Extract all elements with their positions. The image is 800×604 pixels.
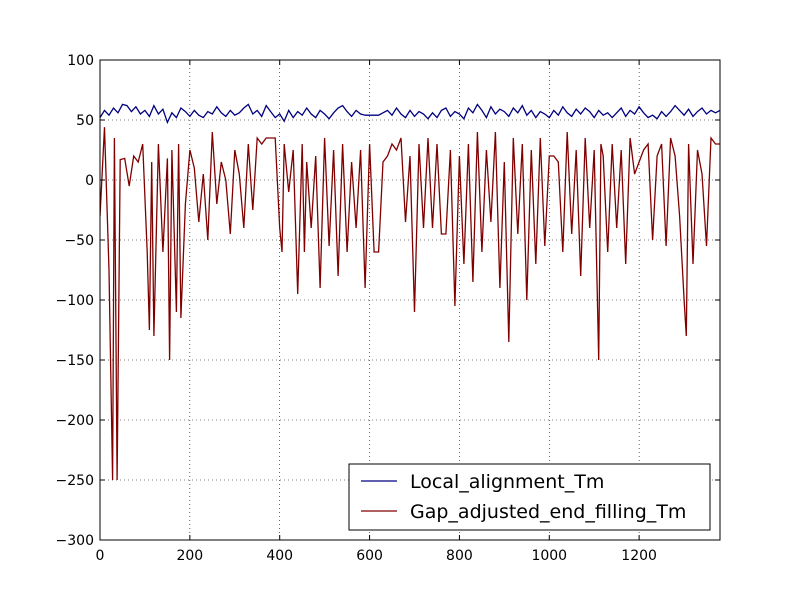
x-tick-label: 800 [446, 548, 473, 564]
y-tick-label: 0 [85, 173, 94, 189]
x-tick-label: 1200 [621, 548, 657, 564]
y-tick-label: −200 [56, 413, 94, 429]
y-tick-label: 50 [76, 113, 94, 129]
series-line-1 [100, 103, 720, 125]
x-tick-label: 400 [266, 548, 293, 564]
legend-box [348, 463, 711, 531]
y-tick-label: −300 [56, 533, 94, 549]
y-tick-label: −50 [64, 233, 94, 249]
x-tick-label: 200 [176, 548, 203, 564]
y-tick-label: −100 [56, 293, 94, 309]
y-tick-label: −250 [56, 473, 94, 489]
y-tick-label: −150 [56, 353, 94, 369]
axis-ticks: 0 200 400 600 800 1000 1200 100 50 0 −50 −100 −150 −2… [56, 53, 720, 564]
legend-label: Local_alignment_Tm [410, 471, 604, 493]
legend: Local_alignment_Tm Gap_adjusted_end_filli… [348, 463, 711, 531]
legend-label: Gap_adjusted_end_filling_Tm [410, 501, 686, 523]
x-tick-label: 0 [96, 548, 105, 564]
series-line-2 [100, 127, 720, 481]
series-lines [100, 103, 720, 481]
x-tick-label: 600 [356, 548, 383, 564]
y-tick-label: 100 [67, 53, 94, 69]
x-tick-label: 1000 [531, 548, 567, 564]
